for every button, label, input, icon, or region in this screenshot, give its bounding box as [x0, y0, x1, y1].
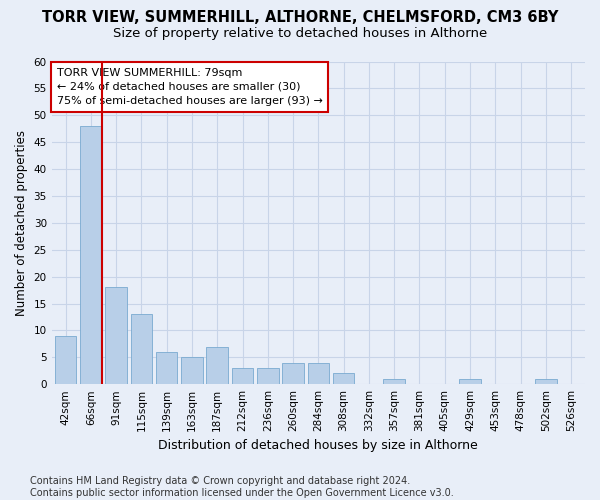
Bar — [383, 379, 405, 384]
Bar — [459, 379, 481, 384]
Y-axis label: Number of detached properties: Number of detached properties — [15, 130, 28, 316]
Bar — [55, 336, 76, 384]
Text: Contains HM Land Registry data © Crown copyright and database right 2024.
Contai: Contains HM Land Registry data © Crown c… — [30, 476, 454, 498]
X-axis label: Distribution of detached houses by size in Althorne: Distribution of detached houses by size … — [158, 440, 478, 452]
Bar — [283, 362, 304, 384]
Bar — [106, 288, 127, 384]
Bar — [232, 368, 253, 384]
Bar — [156, 352, 178, 384]
Bar — [181, 358, 203, 384]
Bar — [257, 368, 278, 384]
Bar — [333, 374, 355, 384]
Text: Size of property relative to detached houses in Althorne: Size of property relative to detached ho… — [113, 28, 487, 40]
Bar — [131, 314, 152, 384]
Bar — [80, 126, 101, 384]
Bar — [535, 379, 557, 384]
Bar — [308, 362, 329, 384]
Text: TORR VIEW SUMMERHILL: 79sqm
← 24% of detached houses are smaller (30)
75% of sem: TORR VIEW SUMMERHILL: 79sqm ← 24% of det… — [57, 68, 323, 106]
Text: TORR VIEW, SUMMERHILL, ALTHORNE, CHELMSFORD, CM3 6BY: TORR VIEW, SUMMERHILL, ALTHORNE, CHELMSF… — [42, 10, 558, 25]
Bar — [206, 346, 228, 384]
